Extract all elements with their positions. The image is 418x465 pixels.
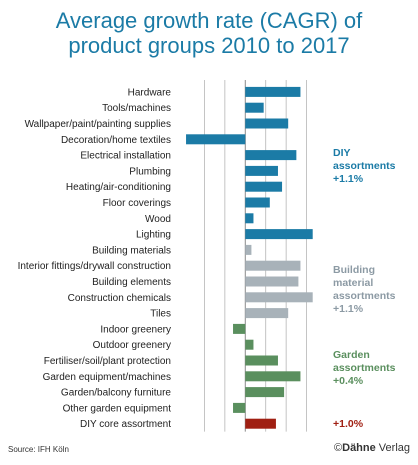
bar <box>245 213 254 224</box>
category-label: Fertiliser/soil/plant protection <box>44 356 171 367</box>
category-label: Tools/machines <box>102 103 171 114</box>
group-label-diy-value: +1.1% <box>333 173 364 185</box>
group-label-core-value: +1.0% <box>333 418 364 430</box>
bar <box>245 165 278 176</box>
source-note: Source: IFH Köln <box>8 445 69 454</box>
category-label: Other garden equipment <box>63 403 172 414</box>
copyright-icon: © <box>334 442 343 454</box>
bar <box>245 339 254 350</box>
bar <box>245 181 283 192</box>
category-label: Heating/air-conditioning <box>66 182 171 193</box>
bar <box>186 134 246 145</box>
category-label: Wood <box>145 214 171 225</box>
group-label-garden: Garden assortments +0.4% <box>333 349 395 388</box>
bar <box>245 260 301 271</box>
publisher-suffix: Verlag <box>375 442 410 454</box>
category-label: DIY core assortment <box>80 419 171 430</box>
category-label: Electrical installation <box>80 151 171 162</box>
category-label: Lighting <box>136 230 171 241</box>
bar <box>245 292 313 303</box>
group-label-building-line-2: assortments <box>333 290 396 302</box>
group-label-core: +1.0% <box>333 418 363 431</box>
bar <box>245 418 276 429</box>
category-label: Plumbing <box>129 166 171 177</box>
bar <box>245 197 270 208</box>
bar <box>245 86 301 97</box>
group-label-diy: DIY assortments +1.1% <box>333 147 395 186</box>
category-label: Outdoor greenery <box>93 340 171 351</box>
bar <box>245 150 297 161</box>
bar <box>245 308 289 319</box>
chart-title: Average growth rate (CAGR) of product gr… <box>0 8 418 58</box>
group-label-diy-line-2: assortments <box>333 160 396 172</box>
category-label: Garden equipment/machines <box>43 372 171 383</box>
publisher-name: Dähne <box>342 442 376 454</box>
bar <box>233 323 246 334</box>
group-label-garden-line-1: Garden <box>333 349 370 361</box>
group-label-diy-line-1: DIY <box>333 147 351 159</box>
bar <box>245 229 313 240</box>
bar <box>245 118 289 129</box>
group-label-garden-line-2: assortments <box>333 362 396 374</box>
bar <box>245 387 285 398</box>
category-label: Tiles <box>150 309 171 320</box>
chart-title-line-1: Average growth rate (CAGR) of <box>55 8 363 33</box>
category-label: Building materials <box>92 245 171 256</box>
category-label: Decoration/home textiles <box>61 135 171 146</box>
bar <box>245 244 252 255</box>
category-label: Interior fittings/drywall construction <box>18 261 171 272</box>
group-label-garden-value: +0.4% <box>333 375 364 387</box>
bar <box>245 102 264 113</box>
group-label-building-line-1: Building material <box>333 264 375 289</box>
category-label: Floor coverings <box>103 198 171 209</box>
category-label: Construction chemicals <box>68 293 171 304</box>
bar <box>245 276 299 287</box>
bar <box>233 402 246 413</box>
publisher-logo: ©Dähne Verlag <box>334 442 410 454</box>
group-label-building-value: +1.1% <box>333 303 364 315</box>
category-label: Garden/balcony furniture <box>61 388 172 399</box>
category-label: Hardware <box>128 87 172 98</box>
bar <box>245 371 301 382</box>
category-label: Indoor greenery <box>100 324 171 335</box>
bar <box>245 355 278 366</box>
group-label-building: Building material assortments +1.1% <box>333 264 418 316</box>
chart-title-line-2: product groups 2010 to 2017 <box>68 33 350 58</box>
category-label: Building elements <box>92 277 171 288</box>
category-label: Wallpaper/paint/painting supplies <box>25 119 171 130</box>
